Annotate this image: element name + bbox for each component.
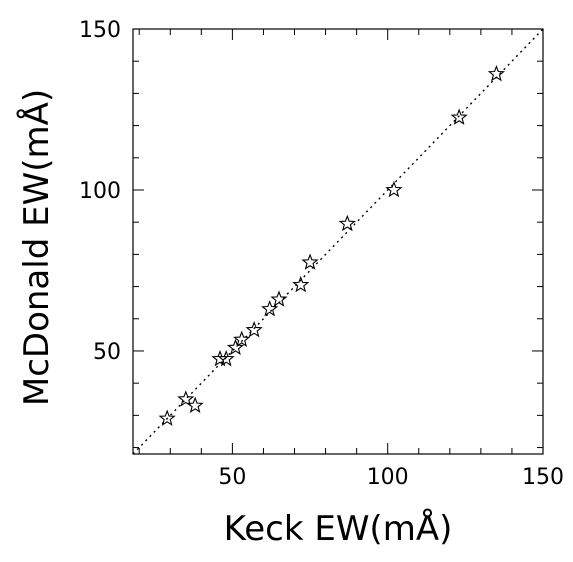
reference-line-y-equals-x — [132, 28, 544, 455]
data-point-star — [245, 321, 263, 338]
y-tick-label: 100 — [79, 179, 121, 204]
data-point-star — [226, 338, 245, 356]
data-point-star — [177, 390, 195, 407]
axis-ticks — [133, 28, 544, 454]
data-point-star — [338, 214, 356, 232]
data-point-star — [261, 300, 279, 317]
data-point-star — [270, 290, 288, 307]
x-axis-title: Keck EW(mÅ) — [224, 508, 453, 549]
data-point-star — [292, 275, 310, 293]
data-point-star — [217, 349, 235, 367]
data-point-star — [385, 180, 403, 198]
data-point-star — [233, 330, 251, 348]
data-point-star — [301, 253, 319, 270]
data-point-star — [450, 108, 468, 125]
data-point-star — [487, 65, 506, 82]
plot-frame — [132, 28, 544, 455]
x-tick-label: 100 — [367, 465, 409, 490]
data-point-star — [158, 409, 176, 426]
y-tick-label: 50 — [93, 340, 121, 365]
data-point-star — [186, 396, 204, 414]
y-tick-label: 150 — [79, 18, 121, 43]
data-point-star — [211, 349, 229, 367]
y-axis-title: McDonald EW(mÅ) — [16, 89, 57, 406]
x-tick-label: 150 — [522, 465, 564, 490]
data-points — [158, 65, 506, 426]
x-tick-label: 50 — [218, 465, 246, 490]
tick-labels: 50 100 150 50 100 150 — [79, 18, 564, 490]
